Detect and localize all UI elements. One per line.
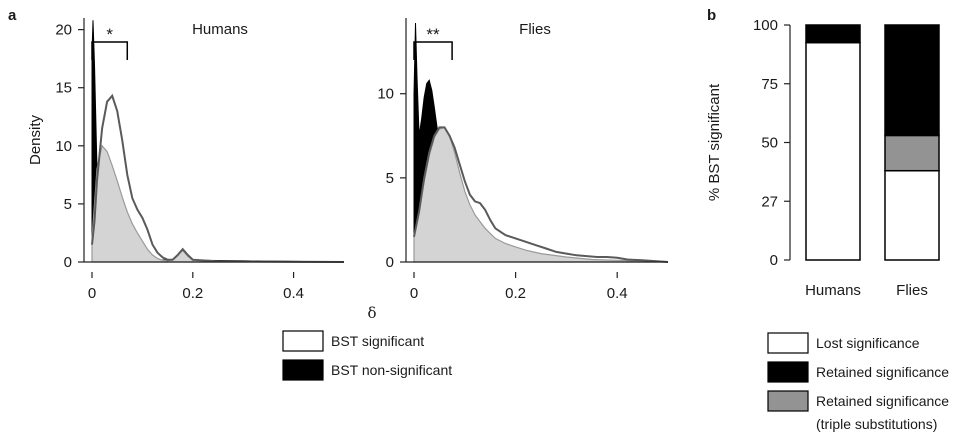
flies-significance-bracket bbox=[413, 41, 453, 60]
flies-x-label: δ bbox=[367, 304, 376, 322]
legend-label-lost: Lost significance bbox=[816, 335, 920, 351]
flies-title: Flies bbox=[519, 21, 551, 38]
humans-x-tick-label: 0.2 bbox=[182, 285, 203, 302]
bar-segment-flies-1 bbox=[884, 134, 940, 172]
panel-letter-b: b bbox=[707, 7, 716, 24]
humans-y-tick-label: 0 bbox=[64, 254, 72, 271]
legend-label-triple-substitutions: (triple substitutions) bbox=[816, 416, 937, 432]
legend-swatch-retained bbox=[767, 361, 809, 383]
bar-y-tick-label: 100 bbox=[753, 17, 778, 34]
bar-y-label: % BST significant bbox=[706, 83, 723, 201]
bar-segment-humans-0 bbox=[805, 41, 861, 261]
humans-grey-area bbox=[91, 144, 345, 263]
legend-swatch-bst-significant bbox=[282, 330, 324, 352]
humans-x-tick-label: 0.4 bbox=[283, 285, 304, 302]
bar-y-tick-label: 27 bbox=[761, 193, 778, 210]
flies-x-tick-label: 0.4 bbox=[607, 285, 628, 302]
humans-x-tick-label: 0 bbox=[88, 285, 96, 302]
density-legend: BST significant BST non-significant bbox=[282, 330, 452, 381]
panel-letter-a: a bbox=[8, 7, 17, 24]
humans-title: Humans bbox=[192, 21, 248, 38]
flies-y-tick-label: 10 bbox=[377, 86, 394, 103]
humans-y-label: Density bbox=[27, 114, 44, 165]
flies-x-tick-label: 0.2 bbox=[505, 285, 526, 302]
legend-label-bst-significant: BST significant bbox=[331, 333, 424, 349]
humans-y-tick-label: 5 bbox=[64, 196, 72, 213]
bar-segment-flies-2 bbox=[884, 24, 940, 137]
bar-y-tick-label: 50 bbox=[761, 135, 778, 152]
flies-y-tick-label: 0 bbox=[386, 254, 394, 271]
humans-y-tick-label: 10 bbox=[55, 138, 72, 155]
flies-significance-label: ** bbox=[426, 25, 440, 44]
flies-density-plot: 0 0.2 0.4 0 5 10 Flies ** δ bbox=[367, 18, 669, 322]
legend-swatch-bst-non-significant bbox=[282, 359, 324, 381]
humans-significance-bracket bbox=[91, 41, 129, 60]
humans-y-tick-label: 15 bbox=[55, 80, 72, 97]
flies-y-tick-label: 5 bbox=[386, 170, 394, 187]
bar-category-label: Humans bbox=[805, 282, 861, 299]
bar-category-label: Flies bbox=[896, 282, 928, 299]
flies-sig-line bbox=[413, 126, 669, 263]
bar-segment-humans-2 bbox=[805, 24, 861, 44]
legend-label-bst-non-significant: BST non-significant bbox=[331, 362, 452, 378]
humans-density-plot: 0 0.2 0.4 0 5 10 15 20 Humans * Density bbox=[27, 18, 345, 302]
flies-grey-area bbox=[413, 126, 669, 263]
humans-significance-label: * bbox=[106, 25, 113, 44]
bar-y-tick-label: 75 bbox=[761, 76, 778, 93]
legend-swatch-lost bbox=[767, 332, 809, 354]
bar-y-tick-label: 0 bbox=[770, 252, 778, 269]
bar-segment-flies-0 bbox=[884, 169, 940, 261]
humans-y-tick-label: 20 bbox=[55, 22, 72, 39]
legend-swatch-retained-triple bbox=[767, 390, 809, 412]
humans-sig-line bbox=[91, 93, 345, 263]
bar-legend: Lost significance Retained significance … bbox=[767, 332, 949, 432]
stacked-bar-chart: 0 27 50 75 100 % BST significant Humans Flies bbox=[706, 17, 940, 299]
legend-label-retained: Retained significance bbox=[816, 364, 949, 380]
legend-label-retained-triple: Retained significance bbox=[816, 393, 949, 409]
flies-x-tick-label: 0 bbox=[410, 285, 418, 302]
